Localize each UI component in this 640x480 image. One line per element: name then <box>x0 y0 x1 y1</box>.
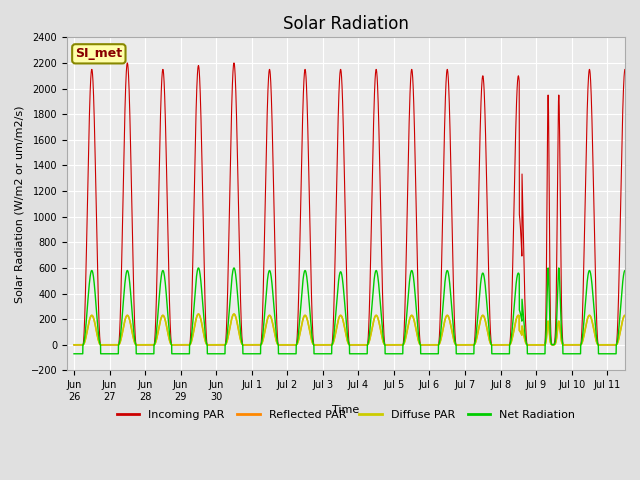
Y-axis label: Solar Radiation (W/m2 or um/m2/s): Solar Radiation (W/m2 or um/m2/s) <box>15 105 25 302</box>
X-axis label: Time: Time <box>332 405 360 415</box>
Title: Solar Radiation: Solar Radiation <box>283 15 409 33</box>
Text: SI_met: SI_met <box>76 48 122 60</box>
Legend: Incoming PAR, Reflected PAR, Diffuse PAR, Net Radiation: Incoming PAR, Reflected PAR, Diffuse PAR… <box>112 406 580 425</box>
